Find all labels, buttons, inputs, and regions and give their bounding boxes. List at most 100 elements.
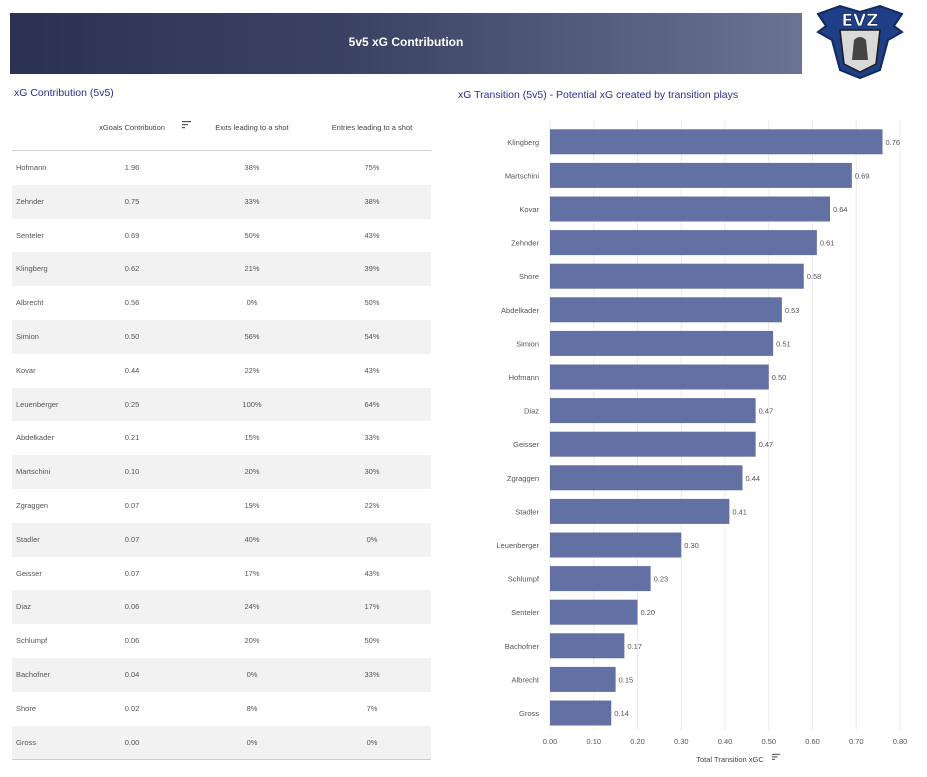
table-header: xGoals Contribution Exits leading to a s…	[12, 112, 431, 151]
category-label: Geisser	[513, 440, 539, 449]
x-tick-label: 0.80	[893, 737, 908, 746]
value-label: 0.41	[732, 507, 747, 516]
player-name: Abdelkader	[16, 433, 54, 443]
chart-title: xG Transition (5v5) - Potential xG creat…	[458, 89, 739, 101]
bar	[550, 398, 756, 424]
entries-value: 30%	[364, 467, 380, 477]
sort-icon[interactable]	[182, 121, 191, 129]
xgoals-value: 1.96	[124, 163, 140, 172]
xgoals-value: 0.07	[124, 500, 140, 510]
xgoals-value: 0.56	[124, 298, 140, 308]
entries-value: 50%	[364, 636, 380, 646]
exits-value: 40%	[244, 534, 260, 544]
exits-value: 0%	[246, 298, 258, 308]
exits-value: 19%	[244, 500, 260, 510]
xgoals-value: 0.75	[124, 196, 140, 206]
entries-value: 33%	[364, 669, 380, 679]
value-label: 0.23	[654, 575, 669, 584]
exits-value: 8%	[246, 703, 258, 713]
player-name: Schlumpf	[16, 636, 48, 646]
entries-value: 17%	[364, 602, 380, 612]
evz-logo: EVZ	[816, 4, 904, 80]
category-label: Klingberg	[507, 138, 539, 147]
table-row: Martschini 0.10 20% 30%	[12, 455, 431, 489]
category-label: Senteler	[511, 608, 539, 617]
x-tick-label: 0.40	[718, 737, 733, 746]
xgoals-value: 0.07	[124, 534, 140, 544]
entries-value: 0%	[366, 737, 378, 747]
table-row: Schlumpf 0.06 20% 50%	[12, 624, 431, 658]
x-axis-title: Total Transition xGC	[696, 755, 764, 764]
category-label: Zgraggen	[507, 474, 539, 483]
category-label: Leuenberger	[496, 541, 539, 550]
xgoals-value: 0.06	[124, 602, 140, 612]
entries-value: 0%	[366, 534, 378, 544]
player-name: Martschini	[16, 467, 51, 477]
table-row: Zgraggen 0.07 19% 22%	[12, 489, 431, 523]
category-label: Gross	[519, 709, 539, 718]
value-label: 0.51	[776, 339, 791, 348]
player-name: Shore	[16, 703, 37, 713]
x-tick-label: 0.60	[805, 737, 820, 746]
column-header-exits[interactable]: Exits leading to a shot	[215, 123, 289, 132]
category-label: Shore	[519, 272, 539, 281]
bar	[550, 599, 638, 625]
table-row: Senteler 0.69 50% 43%	[12, 219, 431, 253]
xgoals-value: 0.04	[124, 669, 140, 679]
xgoals-value: 0.21	[124, 433, 140, 443]
exits-value: 17%	[244, 568, 260, 578]
table-row: Zehnder 0.75 33% 38%	[12, 184, 431, 219]
exits-value: 20%	[244, 467, 260, 477]
entries-value: 43%	[364, 568, 380, 578]
entries-value: 75%	[364, 163, 380, 172]
player-name: Simion	[16, 331, 39, 341]
table-row: Kovar 0.44 22% 43%	[12, 354, 431, 388]
category-label: Diaz	[524, 407, 539, 416]
player-name: Bachofner	[16, 669, 51, 679]
value-label: 0.47	[759, 407, 774, 416]
bar	[550, 364, 769, 390]
entries-value: 33%	[364, 433, 380, 443]
xgoals-value: 0.00	[124, 737, 140, 747]
category-label: Martschini	[505, 171, 540, 180]
bar	[550, 196, 830, 222]
bar	[550, 297, 782, 323]
x-tick-label: 0.20	[630, 737, 645, 746]
bar	[550, 263, 804, 289]
player-name: Geisser	[16, 568, 42, 578]
exits-value: 50%	[244, 230, 260, 240]
category-label: Simion	[516, 339, 539, 348]
axis-sort-icon[interactable]	[772, 753, 780, 760]
column-header-xgoals[interactable]: xGoals Contribution	[99, 123, 165, 132]
xgoals-value: 0.07	[124, 568, 140, 578]
exits-value: 0%	[246, 669, 258, 679]
page-title: 5v5 xG Contribution	[348, 35, 464, 49]
bar	[550, 700, 612, 726]
category-label: Abdelkader	[501, 306, 539, 315]
table-row: Klingberg 0.62 21% 39%	[12, 252, 431, 287]
xgoals-value: 0.44	[124, 365, 140, 375]
bar	[550, 498, 730, 524]
category-label: Albrecht	[511, 675, 539, 684]
bar	[550, 633, 625, 659]
exits-value: 33%	[244, 196, 260, 206]
value-label: 0.47	[759, 440, 774, 449]
value-label: 0.30	[684, 541, 699, 550]
table-bottom-border	[12, 759, 431, 761]
column-header-entries[interactable]: Entries leading to a shot	[331, 123, 413, 132]
exits-value: 15%	[244, 433, 260, 443]
exits-value: 20%	[244, 636, 260, 646]
player-name: Stadler	[16, 534, 40, 544]
bar	[550, 532, 682, 558]
player-name: Gross	[16, 737, 37, 747]
contribution-table: xGoals Contribution Exits leading to a s…	[12, 112, 431, 761]
player-name: Albrecht	[16, 298, 44, 308]
header-banner: 5v5 xG Contribution	[10, 13, 802, 74]
value-label: 0.64	[833, 205, 848, 214]
exits-value: 100%	[242, 399, 262, 409]
player-name: Klingberg	[16, 264, 48, 274]
transition-bar-chart: 0.00 0.10 0.20 0.30 0.40 0.50 0.60 0.70 0.80 Klin…	[496, 120, 908, 764]
xgoals-value: 0.25	[124, 399, 140, 409]
value-label: 0.14	[614, 709, 629, 718]
bar	[550, 330, 774, 356]
